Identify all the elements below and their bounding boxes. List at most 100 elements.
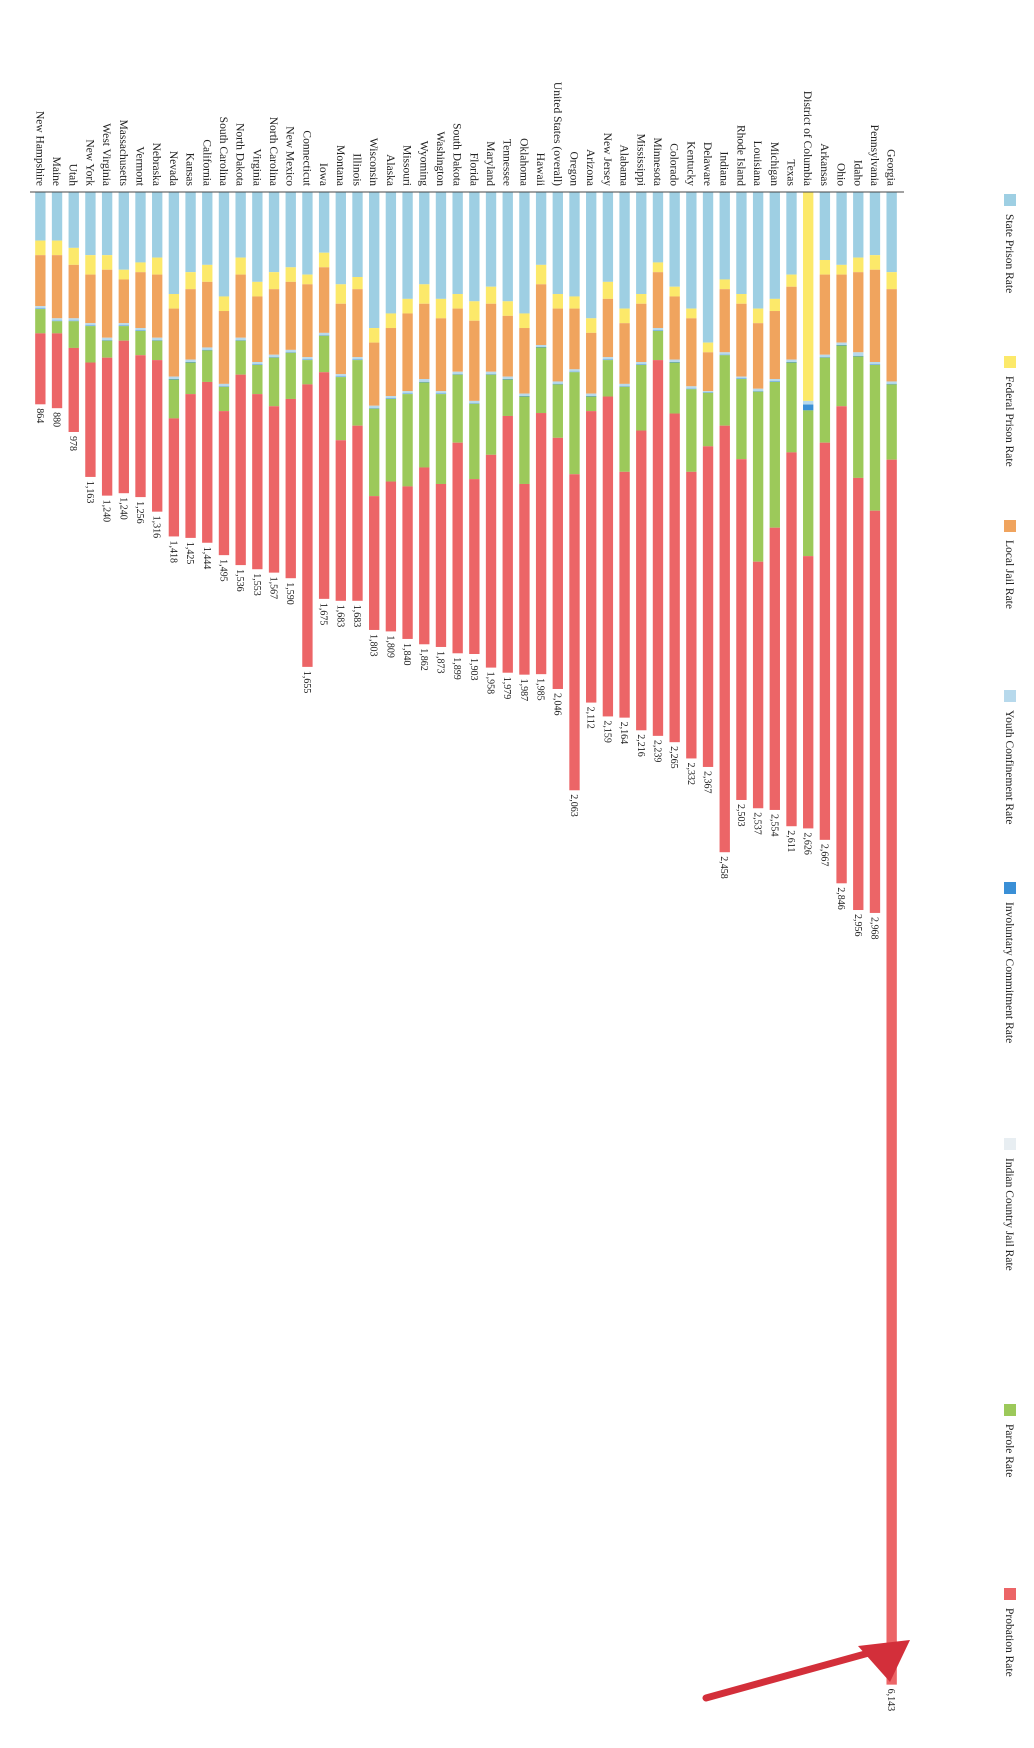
bar-segment-youth-confinement-rate <box>602 357 614 360</box>
bar-segment-state-prison-rate <box>335 192 346 285</box>
bar-hawaii <box>535 192 547 675</box>
total-label: 2,968 <box>868 917 879 940</box>
bar-segment-federal-prison-rate <box>702 342 714 353</box>
bar-florida <box>469 192 480 654</box>
bar-segment-federal-prison-rate <box>569 296 580 309</box>
bar-nebraska <box>152 192 163 512</box>
bar-segment-parole-rate <box>569 372 580 475</box>
total-label: 1,240 <box>117 497 128 520</box>
category-label: North Dakota <box>234 123 246 186</box>
bar-segment-federal-prison-rate <box>469 301 480 321</box>
category-label: Kansas <box>184 153 196 187</box>
total-label: 1,903 <box>468 658 479 681</box>
bar-segment-federal-prison-rate <box>786 274 797 287</box>
bar-segment-youth-confinement-rate <box>385 396 397 399</box>
bar-segment-parole-rate <box>302 360 313 385</box>
bar-missouri <box>402 192 413 639</box>
bar-segment-youth-confinement-rate <box>235 337 246 341</box>
bar-segment-federal-prison-rate <box>51 240 63 256</box>
bar-segment-state-prison-rate <box>602 192 614 282</box>
bar-segment-parole-rate <box>135 330 146 356</box>
total-label: 2,216 <box>635 734 646 757</box>
bar-segment-federal-prison-rate <box>68 247 79 265</box>
legend-label: Federal Prison Rate <box>1003 376 1015 467</box>
bar-united-states-overall <box>552 192 563 689</box>
total-label: 2,265 <box>668 746 679 769</box>
bar-wisconsin <box>369 192 380 630</box>
category-label: Wisconsin <box>367 138 379 186</box>
bar-segment-parole-rate <box>285 352 296 399</box>
bar-segment-local-jail-rate <box>669 296 680 360</box>
bar-segment-youth-confinement-rate <box>352 357 363 360</box>
bar-segment-local-jail-rate <box>752 323 764 389</box>
bar-segment-parole-rate <box>369 408 380 497</box>
bar-segment-state-prison-rate <box>652 192 664 263</box>
bar-segment-probation-rate <box>819 442 831 840</box>
bar-new-jersey <box>602 192 614 717</box>
bar-segment-youth-confinement-rate <box>619 383 630 387</box>
category-label: Florida <box>467 153 479 186</box>
bar-tennessee <box>502 192 513 673</box>
bar-segment-state-prison-rate <box>135 192 146 263</box>
bar-segment-probation-rate <box>185 394 196 538</box>
bar-texas <box>786 192 797 827</box>
bar-segment-state-prison-rate <box>369 192 380 329</box>
bar-segment-local-jail-rate <box>202 281 213 348</box>
bar-segment-parole-rate <box>586 396 597 412</box>
bar-segment-probation-rate <box>586 411 597 703</box>
bar-segment-federal-prison-rate <box>452 294 463 309</box>
legend-label: Local Jail Rate <box>1003 540 1015 609</box>
legend-swatch <box>1004 1138 1016 1150</box>
bar-segment-state-prison-rate <box>85 192 96 256</box>
bar-segment-youth-confinement-rate <box>118 323 129 326</box>
legend-item-probation-rate: Probation Rate <box>1003 1588 1016 1677</box>
total-label: 1,873 <box>434 651 445 674</box>
bar-segment-federal-prison-rate <box>118 269 129 280</box>
bar-segment-local-jail-rate <box>469 320 480 401</box>
bar-segment-state-prison-rate <box>719 192 730 280</box>
bar-segment-federal-prison-rate <box>268 272 280 290</box>
category-label: Nebraska <box>150 143 162 186</box>
total-label: 2,667 <box>818 844 829 867</box>
bar-segment-youth-confinement-rate <box>652 328 664 331</box>
bar-segment-federal-prison-rate <box>285 267 296 282</box>
legend-item-state-prison-rate: State Prison Rate <box>1003 194 1016 293</box>
total-label: 2,112 <box>585 707 596 729</box>
bar-segment-state-prison-rate <box>469 192 480 302</box>
total-label: 1,536 <box>234 569 245 592</box>
bar-segment-probation-rate <box>352 425 363 601</box>
bar-segment-state-prison-rate <box>619 192 630 309</box>
legend-label: Probation Rate <box>1003 1608 1015 1677</box>
category-label: Arkansas <box>818 143 830 186</box>
bar-segment-probation-rate <box>836 406 847 884</box>
bar-segment-state-prison-rate <box>786 192 797 275</box>
bar-kentucky <box>686 192 697 759</box>
bar-north-carolina <box>268 192 280 573</box>
bar-segment-probation-rate <box>485 454 497 668</box>
bar-segment-parole-rate <box>535 347 547 414</box>
bar-delaware <box>702 192 714 767</box>
total-label: 1,683 <box>334 605 345 628</box>
bar-segment-local-jail-rate <box>586 332 597 394</box>
legend-item-indian-country-jail-rate: Indian Country Jail Rate <box>1003 1138 1016 1271</box>
bar-segment-parole-rate <box>485 374 497 455</box>
bar-segment-local-jail-rate <box>352 289 363 358</box>
bar-segment-state-prison-rate <box>51 192 63 241</box>
bar-segment-probation-rate <box>886 459 897 1685</box>
bar-segment-youth-confinement-rate <box>886 381 897 384</box>
total-label: 1,495 <box>217 559 228 582</box>
bar-segment-local-jail-rate <box>786 286 797 360</box>
category-label: Alaska <box>384 154 396 186</box>
bar-segment-local-jail-rate <box>235 274 246 338</box>
bar-segment-parole-rate <box>118 326 129 341</box>
bar-segment-youth-confinement-rate <box>68 318 79 321</box>
legend-swatch <box>1004 882 1016 894</box>
bar-segment-local-jail-rate <box>452 308 463 372</box>
bar-nevada <box>168 192 180 537</box>
bar-segment-probation-rate <box>552 437 563 689</box>
bar-segment-state-prison-rate <box>769 192 780 299</box>
bar-mississippi <box>636 192 647 731</box>
bar-segment-local-jail-rate <box>318 267 330 333</box>
category-label: Massachusetts <box>117 120 129 187</box>
bar-segment-federal-prison-rate <box>719 279 730 290</box>
